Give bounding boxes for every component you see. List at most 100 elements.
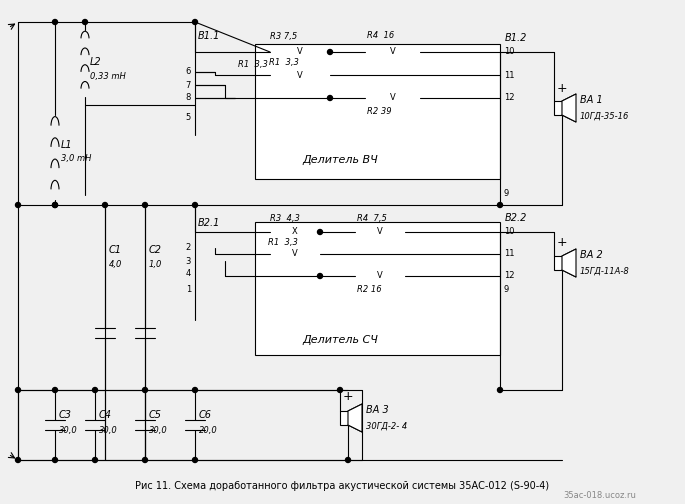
Text: 35ac-018.ucoz.ru: 35ac-018.ucoz.ru — [564, 491, 636, 500]
Text: B1.1: B1.1 — [198, 31, 221, 41]
Circle shape — [53, 388, 58, 393]
Text: 1,0: 1,0 — [149, 261, 162, 270]
Text: 0,33 mH: 0,33 mH — [90, 72, 126, 81]
Text: C2: C2 — [149, 245, 162, 255]
Text: C4: C4 — [99, 410, 112, 420]
Circle shape — [318, 274, 323, 279]
Text: 30,0: 30,0 — [149, 425, 168, 434]
Circle shape — [327, 95, 332, 100]
Text: C1: C1 — [109, 245, 122, 255]
Text: V: V — [297, 47, 303, 56]
Bar — [554, 256, 562, 270]
Circle shape — [92, 388, 97, 393]
Text: V: V — [292, 249, 298, 259]
Text: 4,0: 4,0 — [109, 261, 123, 270]
Text: B2.2: B2.2 — [505, 213, 527, 223]
Text: 10: 10 — [504, 47, 514, 56]
Bar — [270, 248, 320, 260]
Text: R2 39: R2 39 — [367, 107, 392, 116]
Text: 12: 12 — [504, 94, 514, 102]
Text: 3: 3 — [186, 257, 191, 266]
Text: 10ГД-35-16: 10ГД-35-16 — [580, 111, 630, 120]
Text: Рис 11. Схема доработанного фильтра акустической системы 35АС-012 (S-90-4): Рис 11. Схема доработанного фильтра акус… — [135, 481, 549, 491]
Text: 20,0: 20,0 — [199, 425, 218, 434]
Text: 30,0: 30,0 — [99, 425, 118, 434]
Circle shape — [142, 458, 147, 463]
Circle shape — [16, 203, 21, 208]
Bar — [365, 92, 420, 104]
Text: ВА 2: ВА 2 — [580, 250, 603, 260]
Text: 8: 8 — [186, 94, 191, 102]
Circle shape — [53, 20, 58, 25]
Text: C3: C3 — [59, 410, 72, 420]
Circle shape — [497, 388, 503, 393]
Text: V: V — [297, 71, 303, 80]
Circle shape — [142, 203, 147, 208]
Circle shape — [16, 458, 21, 463]
Text: 9: 9 — [504, 188, 509, 198]
Text: ВА 3: ВА 3 — [366, 405, 389, 415]
Text: 30,0: 30,0 — [59, 425, 78, 434]
Bar — [270, 46, 330, 58]
Text: Делитель СЧ: Делитель СЧ — [302, 335, 378, 345]
Text: 5: 5 — [186, 113, 191, 122]
Text: 6: 6 — [186, 68, 191, 77]
Text: V: V — [377, 272, 383, 281]
Polygon shape — [562, 94, 576, 122]
Text: 3,0 mH: 3,0 mH — [61, 155, 91, 163]
Text: R1  3,3: R1 3,3 — [269, 58, 299, 68]
Text: B2.1: B2.1 — [198, 218, 221, 228]
Text: R1  3,3: R1 3,3 — [268, 237, 298, 246]
Text: L2: L2 — [90, 57, 101, 67]
Text: R4  7,5: R4 7,5 — [357, 214, 387, 222]
Text: V: V — [377, 227, 383, 236]
Circle shape — [53, 458, 58, 463]
Text: +: + — [557, 236, 568, 249]
Bar — [355, 270, 405, 282]
Text: R3 7,5: R3 7,5 — [270, 31, 297, 40]
Text: C6: C6 — [199, 410, 212, 420]
Circle shape — [318, 229, 323, 234]
Bar — [340, 411, 348, 425]
Text: 11: 11 — [504, 71, 514, 80]
Circle shape — [82, 20, 88, 25]
Circle shape — [103, 203, 108, 208]
Bar — [554, 101, 562, 115]
Text: 4: 4 — [186, 270, 191, 279]
Text: R4  16: R4 16 — [367, 31, 395, 40]
Circle shape — [345, 458, 351, 463]
Text: R3  4,3: R3 4,3 — [270, 214, 300, 222]
Circle shape — [192, 458, 197, 463]
Bar — [270, 226, 320, 238]
Text: 7: 7 — [186, 81, 191, 90]
Circle shape — [142, 388, 147, 393]
Text: +: + — [557, 82, 568, 95]
Text: 30ГД-2- 4: 30ГД-2- 4 — [366, 421, 408, 430]
Bar — [355, 226, 405, 238]
Circle shape — [192, 203, 197, 208]
Text: 9: 9 — [504, 285, 509, 294]
Text: 10: 10 — [504, 227, 514, 236]
Text: 1: 1 — [186, 285, 191, 294]
Circle shape — [497, 203, 503, 208]
Circle shape — [53, 203, 58, 208]
Text: X: X — [292, 227, 298, 236]
Text: V: V — [390, 94, 395, 102]
Polygon shape — [348, 404, 362, 432]
Circle shape — [338, 388, 342, 393]
Text: +: + — [343, 390, 353, 403]
Text: L1: L1 — [61, 140, 73, 150]
Text: R2 16: R2 16 — [357, 285, 382, 294]
Circle shape — [53, 203, 58, 208]
Circle shape — [192, 20, 197, 25]
Bar — [270, 69, 330, 81]
Circle shape — [192, 388, 197, 393]
Circle shape — [16, 388, 21, 393]
Text: C5: C5 — [149, 410, 162, 420]
Text: ВА 1: ВА 1 — [580, 95, 603, 105]
Circle shape — [92, 458, 97, 463]
Text: R1  3,3: R1 3,3 — [238, 59, 268, 69]
Polygon shape — [562, 249, 576, 277]
Text: V: V — [390, 47, 395, 56]
Text: 15ГД-11А-8: 15ГД-11А-8 — [580, 267, 630, 276]
